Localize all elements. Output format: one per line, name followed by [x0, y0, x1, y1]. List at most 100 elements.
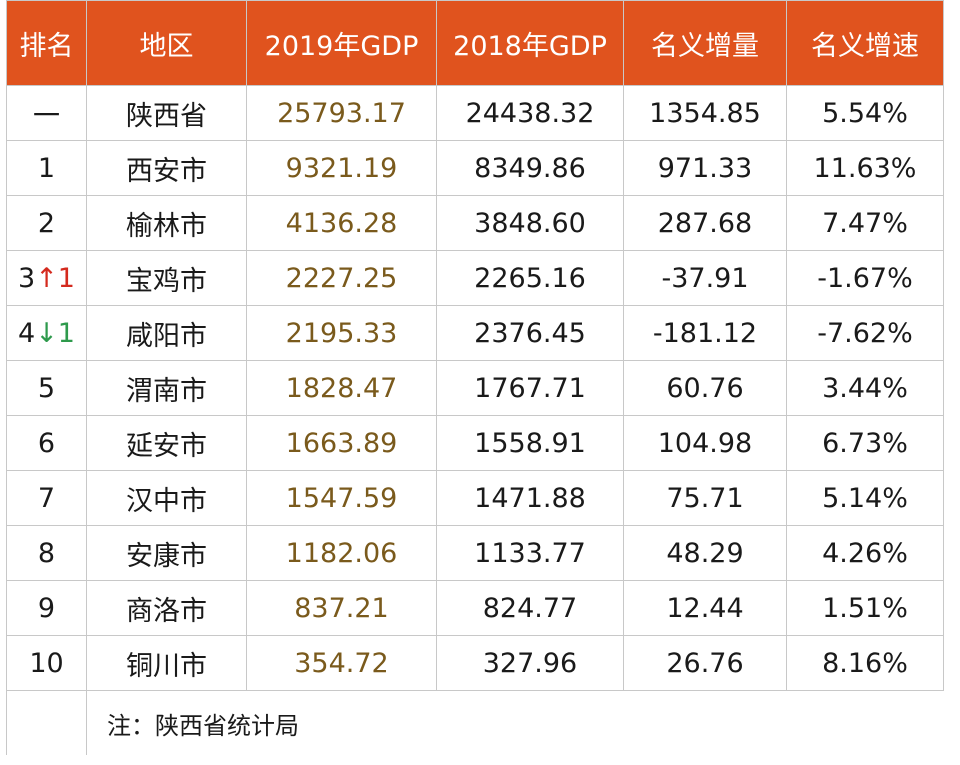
rank-value: 9 [37, 592, 56, 624]
gdp-2018-cell: 1767.71 [436, 360, 624, 416]
gdp-2018-cell: 2265.16 [436, 250, 624, 306]
region-cell: 商洛市 [86, 580, 247, 636]
nominal-growth-cell: 11.63% [786, 140, 944, 196]
rank-cell: 10 [6, 635, 87, 691]
gdp-2018-cell: 8349.86 [436, 140, 624, 196]
nominal-increase-cell: 12.44 [623, 580, 787, 636]
nominal-growth-cell: -7.62% [786, 305, 944, 361]
header-region: 地区 [86, 0, 247, 86]
gdp-2018-cell: 327.96 [436, 635, 624, 691]
nominal-growth-cell: 3.44% [786, 360, 944, 416]
table-row: 7 汉中市 1547.59 1471.88 75.71 5.14% [6, 470, 944, 526]
header-gdp-2019: 2019年GDP [246, 0, 437, 86]
gdp-2018-cell: 3848.60 [436, 195, 624, 251]
nominal-growth-cell: 5.54% [786, 85, 944, 141]
rank-up-indicator: ↑1 [35, 262, 75, 294]
rank-value: 7 [37, 482, 56, 514]
rank-value: 1 [37, 152, 56, 184]
table-row: 1 西安市 9321.19 8349.86 971.33 11.63% [6, 140, 944, 196]
rank-value: 4 [18, 317, 36, 349]
gdp-2018-cell: 1471.88 [436, 470, 624, 526]
table-row: 9 商洛市 837.21 824.77 12.44 1.51% [6, 580, 944, 636]
rank-cell: 8 [6, 525, 87, 581]
table-row: 4↓1 咸阳市 2195.33 2376.45 -181.12 -7.62% [6, 305, 944, 361]
nominal-increase-cell: 1354.85 [623, 85, 787, 141]
gdp-2019-cell: 1182.06 [246, 525, 437, 581]
table-row: 2 榆林市 4136.28 3848.60 287.68 7.47% [6, 195, 944, 251]
rank-cell: 2 [6, 195, 87, 251]
gdp-2019-cell: 9321.19 [246, 140, 437, 196]
table-row: 一陕西省 25793.17 24438.32 1354.85 5.54% [6, 85, 944, 141]
nominal-growth-cell: 5.14% [786, 470, 944, 526]
gdp-2019-cell: 1547.59 [246, 470, 437, 526]
gdp-2018-cell: 824.77 [436, 580, 624, 636]
region-cell: 延安市 [86, 415, 247, 471]
rank-value: 5 [37, 372, 56, 404]
nominal-growth-cell: 4.26% [786, 525, 944, 581]
rank-cell: 3↑1 [6, 250, 87, 306]
table-row: 6 延安市 1663.89 1558.91 104.98 6.73% [6, 415, 944, 471]
nominal-increase-cell: 26.76 [623, 635, 787, 691]
region-cell: 铜川市 [86, 635, 247, 691]
gdp-2019-cell: 4136.28 [246, 195, 437, 251]
nominal-increase-cell: -181.12 [623, 305, 787, 361]
rank-cell: 9 [6, 580, 87, 636]
region-cell: 宝鸡市 [86, 250, 247, 306]
region-cell: 咸阳市 [86, 305, 247, 361]
gdp-2018-cell: 1558.91 [436, 415, 624, 471]
nominal-increase-cell: 971.33 [623, 140, 787, 196]
region-cell: 陕西省 [86, 85, 247, 141]
header-rank: 排名 [6, 0, 87, 86]
nominal-growth-cell: 6.73% [786, 415, 944, 471]
nominal-growth-cell: -1.67% [786, 250, 944, 306]
gdp-2018-cell: 2376.45 [436, 305, 624, 361]
nominal-increase-cell: 60.76 [623, 360, 787, 416]
rank-value: 2 [37, 207, 56, 239]
gdp-2019-cell: 837.21 [246, 580, 437, 636]
rank-value: 6 [37, 427, 56, 459]
note-row: 注：陕西省统计局 [6, 690, 944, 755]
gdp-2018-cell: 24438.32 [436, 85, 624, 141]
nominal-growth-cell: 7.47% [786, 195, 944, 251]
nominal-increase-cell: 287.68 [623, 195, 787, 251]
region-cell: 汉中市 [86, 470, 247, 526]
rank-cell: 6 [6, 415, 87, 471]
gdp-2019-cell: 354.72 [246, 635, 437, 691]
header-nominal-increase: 名义增量 [623, 0, 787, 86]
table-row: 8 安康市 1182.06 1133.77 48.29 4.26% [6, 525, 944, 581]
rank-down-indicator: ↓1 [35, 317, 75, 349]
note-blank-cell [6, 690, 87, 755]
gdp-2019-cell: 1828.47 [246, 360, 437, 416]
gdp-2019-cell: 2195.33 [246, 305, 437, 361]
region-cell: 安康市 [86, 525, 247, 581]
region-cell: 榆林市 [86, 195, 247, 251]
rank-cell: 4↓1 [6, 305, 87, 361]
region-cell: 渭南市 [86, 360, 247, 416]
nominal-increase-cell: 75.71 [623, 470, 787, 526]
table-header-row: 排名 地区 2019年GDP 2018年GDP 名义增量 名义增速 [6, 0, 944, 86]
rank-cell: 1 [6, 140, 87, 196]
region-cell: 西安市 [86, 140, 247, 196]
gdp-2018-cell: 1133.77 [436, 525, 624, 581]
table-row: 3↑1 宝鸡市 2227.25 2265.16 -37.91 -1.67% [6, 250, 944, 306]
rank-value: 8 [37, 537, 56, 569]
gdp-table: 排名 地区 2019年GDP 2018年GDP 名义增量 名义增速 一陕西省 25… [6, 0, 944, 755]
nominal-increase-cell: -37.91 [623, 250, 787, 306]
table-row: 10 铜川市 354.72 327.96 26.76 8.16% [6, 635, 944, 691]
source-note: 注：陕西省统计局 [86, 690, 944, 755]
nominal-increase-cell: 48.29 [623, 525, 787, 581]
nominal-growth-cell: 8.16% [786, 635, 944, 691]
gdp-2019-cell: 25793.17 [246, 85, 437, 141]
header-gdp-2018: 2018年GDP [436, 0, 624, 86]
rank-cell: 一 [6, 85, 87, 141]
gdp-2019-cell: 1663.89 [246, 415, 437, 471]
rank-value: 10 [29, 647, 64, 679]
table-row: 5 渭南市 1828.47 1767.71 60.76 3.44% [6, 360, 944, 416]
nominal-growth-cell: 1.51% [786, 580, 944, 636]
rank-value: 3 [18, 262, 36, 294]
rank-value: 一 [33, 100, 60, 132]
header-nominal-growth: 名义增速 [786, 0, 944, 86]
nominal-increase-cell: 104.98 [623, 415, 787, 471]
table-body: 一陕西省 25793.17 24438.32 1354.85 5.54% 1 西安市 9321… [6, 85, 944, 691]
